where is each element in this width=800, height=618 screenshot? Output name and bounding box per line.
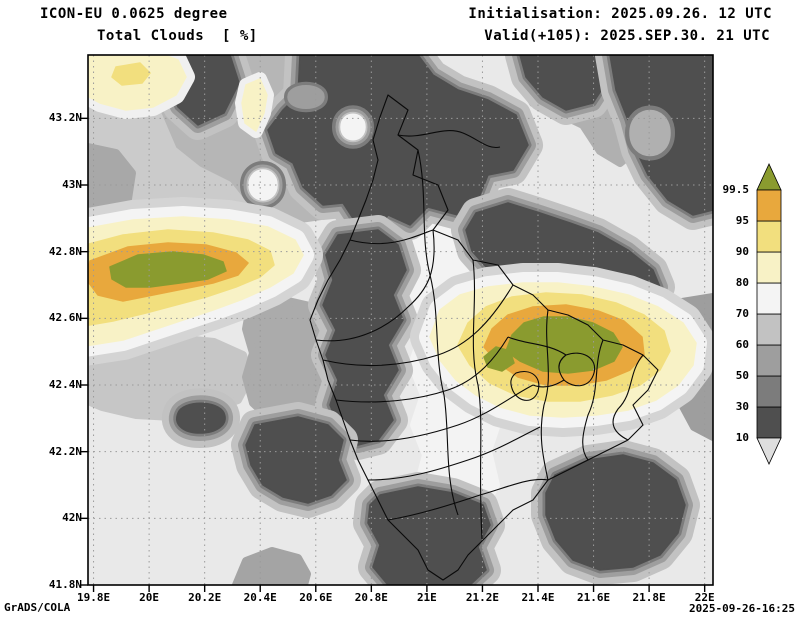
colorbar bbox=[756, 163, 782, 465]
y-tick-label: 42.4N bbox=[48, 378, 82, 391]
colorbar-level-label: 95 bbox=[735, 214, 749, 227]
colorbar-level-label: 60 bbox=[735, 338, 749, 351]
x-tick-label: 21.8E bbox=[632, 591, 666, 604]
creation-timestamp: 2025-09-26-16:25 bbox=[689, 602, 795, 615]
colorbar-level-label: 90 bbox=[735, 245, 749, 258]
x-tick-label: 21.2E bbox=[465, 591, 499, 604]
y-tick-label: 42N bbox=[62, 511, 82, 525]
cloud-cover-map bbox=[81, 54, 714, 592]
colorbar-level-label: 50 bbox=[735, 369, 749, 382]
colorbar-level-label: 70 bbox=[735, 307, 749, 320]
model-title: ICON-EU 0.0625 degree bbox=[40, 6, 228, 22]
x-tick-label: 20.4E bbox=[243, 591, 277, 604]
cloud-shading-layer bbox=[88, 55, 713, 585]
valid-time-label: Valid(+105): 2025.SEP.30. 21 UTC bbox=[484, 28, 770, 44]
y-tick-label: 42.6N bbox=[48, 311, 82, 325]
grads-credit: GrADS/COLA bbox=[4, 601, 71, 614]
y-tick-label: 42.8N bbox=[48, 244, 82, 258]
y-tick-label: 43N bbox=[62, 178, 82, 191]
x-tick-label: 20.6E bbox=[299, 591, 333, 604]
x-tick-label: 22E bbox=[694, 591, 715, 604]
x-tick-label: 21.4E bbox=[521, 591, 555, 604]
boundary-lines-layer bbox=[309, 94, 659, 581]
x-tick-label: 21.6E bbox=[576, 591, 611, 604]
x-tick-label: 19.8E bbox=[76, 591, 111, 604]
colorbar-level-label: 80 bbox=[735, 276, 749, 289]
y-tick-label: 41.8N bbox=[48, 578, 82, 591]
colorbar-level-label: 30 bbox=[735, 400, 749, 413]
x-tick-label: 20.2E bbox=[188, 591, 222, 604]
initialisation-label: Initialisation: 2025.09.26. 12 UTC bbox=[468, 6, 772, 22]
variable-title: Total Clouds [ %] bbox=[97, 28, 258, 44]
x-tick-label: 21E bbox=[416, 591, 437, 604]
colorbar-level-label: 10 bbox=[735, 431, 749, 444]
grid-layer bbox=[88, 55, 713, 585]
colorbar-level-label: 99.5 bbox=[722, 183, 750, 196]
x-tick-label: 20.8E bbox=[354, 591, 388, 604]
axis-frame bbox=[81, 54, 714, 592]
x-tick-label: 20E bbox=[139, 591, 160, 604]
y-tick-label: 43.2N bbox=[48, 111, 82, 125]
y-tick-label: 42.2N bbox=[48, 444, 82, 458]
